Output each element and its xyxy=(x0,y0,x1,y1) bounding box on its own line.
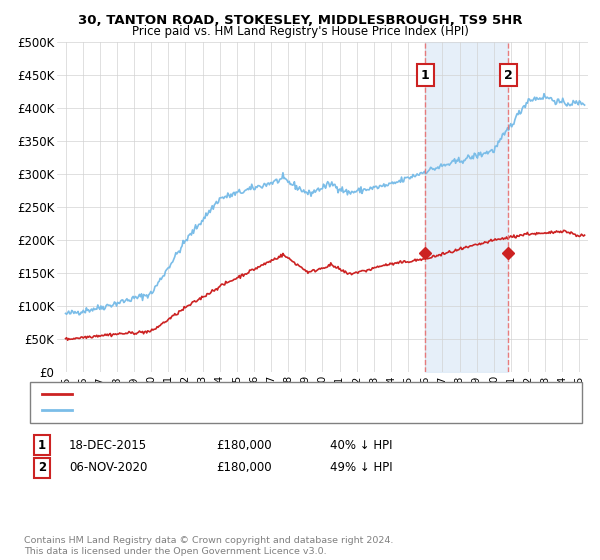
Text: £180,000: £180,000 xyxy=(216,461,272,474)
Text: 40% ↓ HPI: 40% ↓ HPI xyxy=(330,438,392,452)
Text: 2: 2 xyxy=(38,461,46,474)
Text: Contains HM Land Registry data © Crown copyright and database right 2024.
This d: Contains HM Land Registry data © Crown c… xyxy=(24,536,394,556)
Text: 30, TANTON ROAD, STOKESLEY, MIDDLESBROUGH, TS9 5HR (detached house): 30, TANTON ROAD, STOKESLEY, MIDDLESBROUG… xyxy=(75,389,482,399)
Text: 18-DEC-2015: 18-DEC-2015 xyxy=(69,438,147,452)
Text: 1: 1 xyxy=(421,68,430,82)
Text: HPI: Average price, detached house, North Yorkshire: HPI: Average price, detached house, Nort… xyxy=(75,405,348,416)
Text: 30, TANTON ROAD, STOKESLEY, MIDDLESBROUGH, TS9 5HR: 30, TANTON ROAD, STOKESLEY, MIDDLESBROUG… xyxy=(78,14,522,27)
Text: 1: 1 xyxy=(38,438,46,452)
Text: 2: 2 xyxy=(504,68,513,82)
Text: Price paid vs. HM Land Registry's House Price Index (HPI): Price paid vs. HM Land Registry's House … xyxy=(131,25,469,38)
Text: £180,000: £180,000 xyxy=(216,438,272,452)
Text: 06-NOV-2020: 06-NOV-2020 xyxy=(69,461,148,474)
Text: 49% ↓ HPI: 49% ↓ HPI xyxy=(330,461,392,474)
